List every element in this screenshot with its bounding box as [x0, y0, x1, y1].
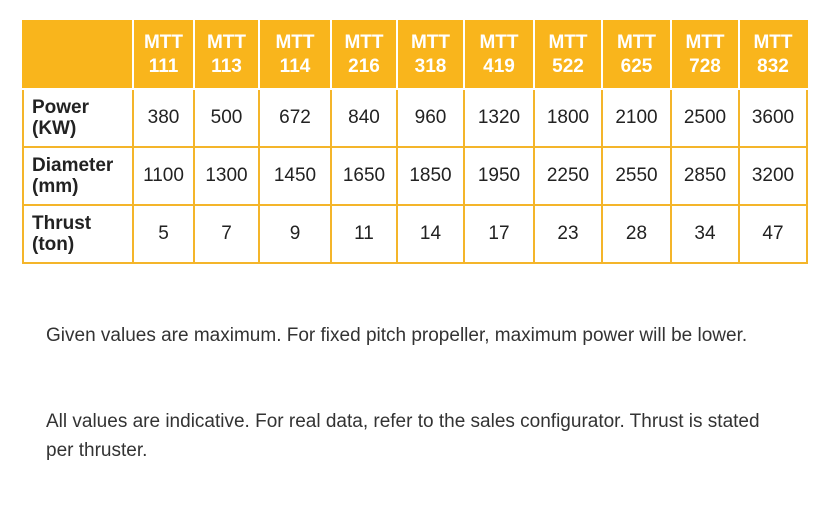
row-header-text: Diameter (mm) [32, 155, 114, 197]
table-row: Diameter (mm) 1100 1300 1450 1650 1850 1950 225… [22, 146, 808, 206]
table-cell: 2100 [601, 88, 672, 148]
column-header: MTT 216 [330, 20, 398, 90]
table-body: Power (KW) 380 500 672 840 960 1320 1800 2100 250… [22, 88, 808, 264]
column-header-text: MTT 113 [206, 32, 247, 77]
table-cell: 2850 [670, 146, 740, 206]
table-cell: 9 [258, 204, 332, 264]
table-cell: 840 [330, 88, 398, 148]
table-cell: 960 [396, 88, 465, 148]
table-cell: 672 [258, 88, 332, 148]
row-header: Thrust (ton) [22, 204, 134, 264]
column-header-text: MTT 114 [275, 32, 315, 77]
table-cell: 1100 [132, 146, 195, 206]
column-header-text: MTT 522 [548, 32, 588, 77]
table-cell: 1800 [533, 88, 603, 148]
table-cell: 47 [738, 204, 808, 264]
column-header: MTT 832 [738, 20, 808, 90]
table-row: Thrust (ton) 5 7 9 11 14 17 23 28 34 47 [22, 204, 808, 264]
table-cell: 1650 [330, 146, 398, 206]
table-cell: 23 [533, 204, 603, 264]
row-header-text: Thrust (ton) [32, 213, 92, 255]
table-cell: 2550 [601, 146, 672, 206]
note: All values are indicative. For real data… [46, 411, 760, 461]
column-header: MTT 419 [463, 20, 535, 90]
column-header: MTT 318 [396, 20, 465, 90]
column-header: MTT 114 [258, 20, 332, 90]
column-header: MTT 522 [533, 20, 603, 90]
table-cell: 3200 [738, 146, 808, 206]
column-header-text: MTT 318 [410, 32, 451, 77]
table-row: Power (KW) 380 500 672 840 960 1320 1800 2100 250… [22, 88, 808, 148]
table-cell: 3600 [738, 88, 808, 148]
table-cell: 1450 [258, 146, 332, 206]
column-header: MTT 111 [132, 20, 195, 90]
row-header: Power (KW) [22, 88, 134, 148]
row-header: Diameter (mm) [22, 146, 134, 206]
note: Given values are maximum. For fixed pitc… [46, 325, 748, 346]
table-cell: 1850 [396, 146, 465, 206]
column-header-text: MTT 111 [143, 32, 184, 77]
column-header-text: MTT 419 [479, 32, 519, 77]
column-header-text: MTT 832 [753, 32, 793, 77]
table-cell: 14 [396, 204, 465, 264]
table-cell: 28 [601, 204, 672, 264]
column-header-text: MTT 216 [344, 32, 384, 77]
table-cell: 380 [132, 88, 195, 148]
table-cell: 1300 [193, 146, 260, 206]
corner-cell [22, 20, 134, 90]
table-cell: 17 [463, 204, 535, 264]
row-header-text: Power (KW) [32, 97, 90, 139]
table-cell: 7 [193, 204, 260, 264]
column-header-text: MTT 728 [685, 32, 725, 77]
column-header: MTT 625 [601, 20, 672, 90]
table-cell: 1320 [463, 88, 535, 148]
table-cell: 5 [132, 204, 195, 264]
table-cell: 500 [193, 88, 260, 148]
table-cell: 34 [670, 204, 740, 264]
table-cell: 11 [330, 204, 398, 264]
column-header: MTT 113 [193, 20, 260, 90]
table-cell: 2250 [533, 146, 603, 206]
table-cell: 2500 [670, 88, 740, 148]
column-header: MTT 728 [670, 20, 740, 90]
header-row: MTT 111 MTT 113 MTT 114 MTT 216 MTT 318 MTT 4… [22, 20, 808, 90]
table-cell: 1950 [463, 146, 535, 206]
spec-table: MTT 111 MTT 113 MTT 114 MTT 216 MTT 318 MTT 4… [22, 20, 808, 264]
column-header-text: MTT 625 [616, 32, 657, 77]
